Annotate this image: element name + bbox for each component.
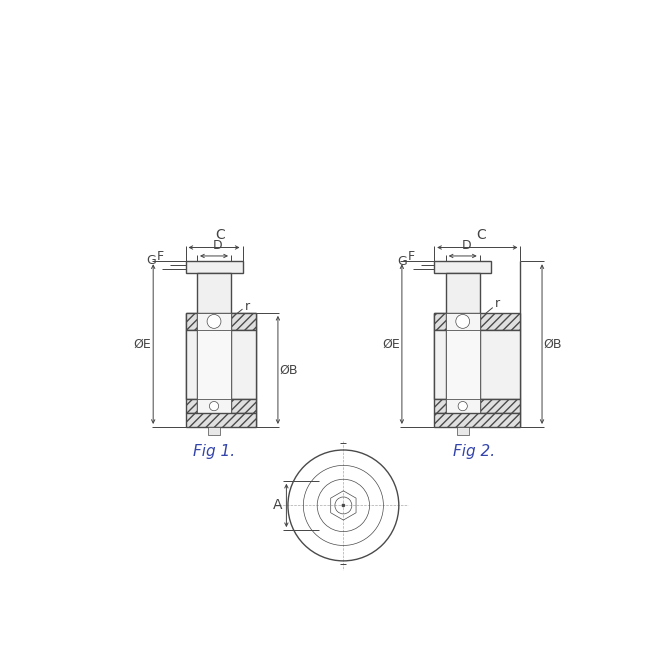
Bar [434,413,521,427]
Bar [456,427,469,435]
Bar [231,399,257,413]
Bar [446,273,480,313]
Text: Fig 2.: Fig 2. [453,444,495,459]
Bar [186,413,257,427]
Text: C: C [215,228,225,242]
Text: Fig 1.: Fig 1. [193,444,235,459]
Circle shape [342,505,344,507]
Text: D: D [462,239,472,252]
Bar [197,399,231,413]
Bar [186,313,197,330]
Text: ØB: ØB [543,338,562,350]
Circle shape [207,314,221,328]
Bar [480,330,521,399]
Bar [446,313,480,330]
Text: D: D [213,239,222,252]
Text: A: A [273,498,282,513]
Circle shape [458,401,468,411]
Text: r: r [495,297,500,310]
Bar [446,399,480,413]
Bar [186,399,197,413]
Bar [480,399,521,413]
Bar [446,330,480,399]
Bar [197,330,231,399]
Bar [434,330,446,399]
Text: G: G [147,255,156,267]
Bar [434,261,491,273]
Text: F: F [408,251,415,263]
Text: F: F [157,251,164,263]
Circle shape [456,314,470,328]
Bar [434,399,446,413]
Circle shape [210,401,218,411]
Bar [434,313,446,330]
Bar [186,330,197,399]
Text: ØE: ØE [133,338,151,350]
Bar [480,313,521,330]
Text: r: r [245,299,250,312]
Bar [231,330,257,399]
Text: ØE: ØE [383,338,400,350]
Text: C: C [476,228,486,242]
Text: G: G [397,255,407,268]
Bar [186,261,243,273]
Text: ØB: ØB [279,363,298,377]
Bar [197,313,231,330]
Bar [197,273,231,313]
Bar [208,427,220,435]
Bar [231,313,257,330]
